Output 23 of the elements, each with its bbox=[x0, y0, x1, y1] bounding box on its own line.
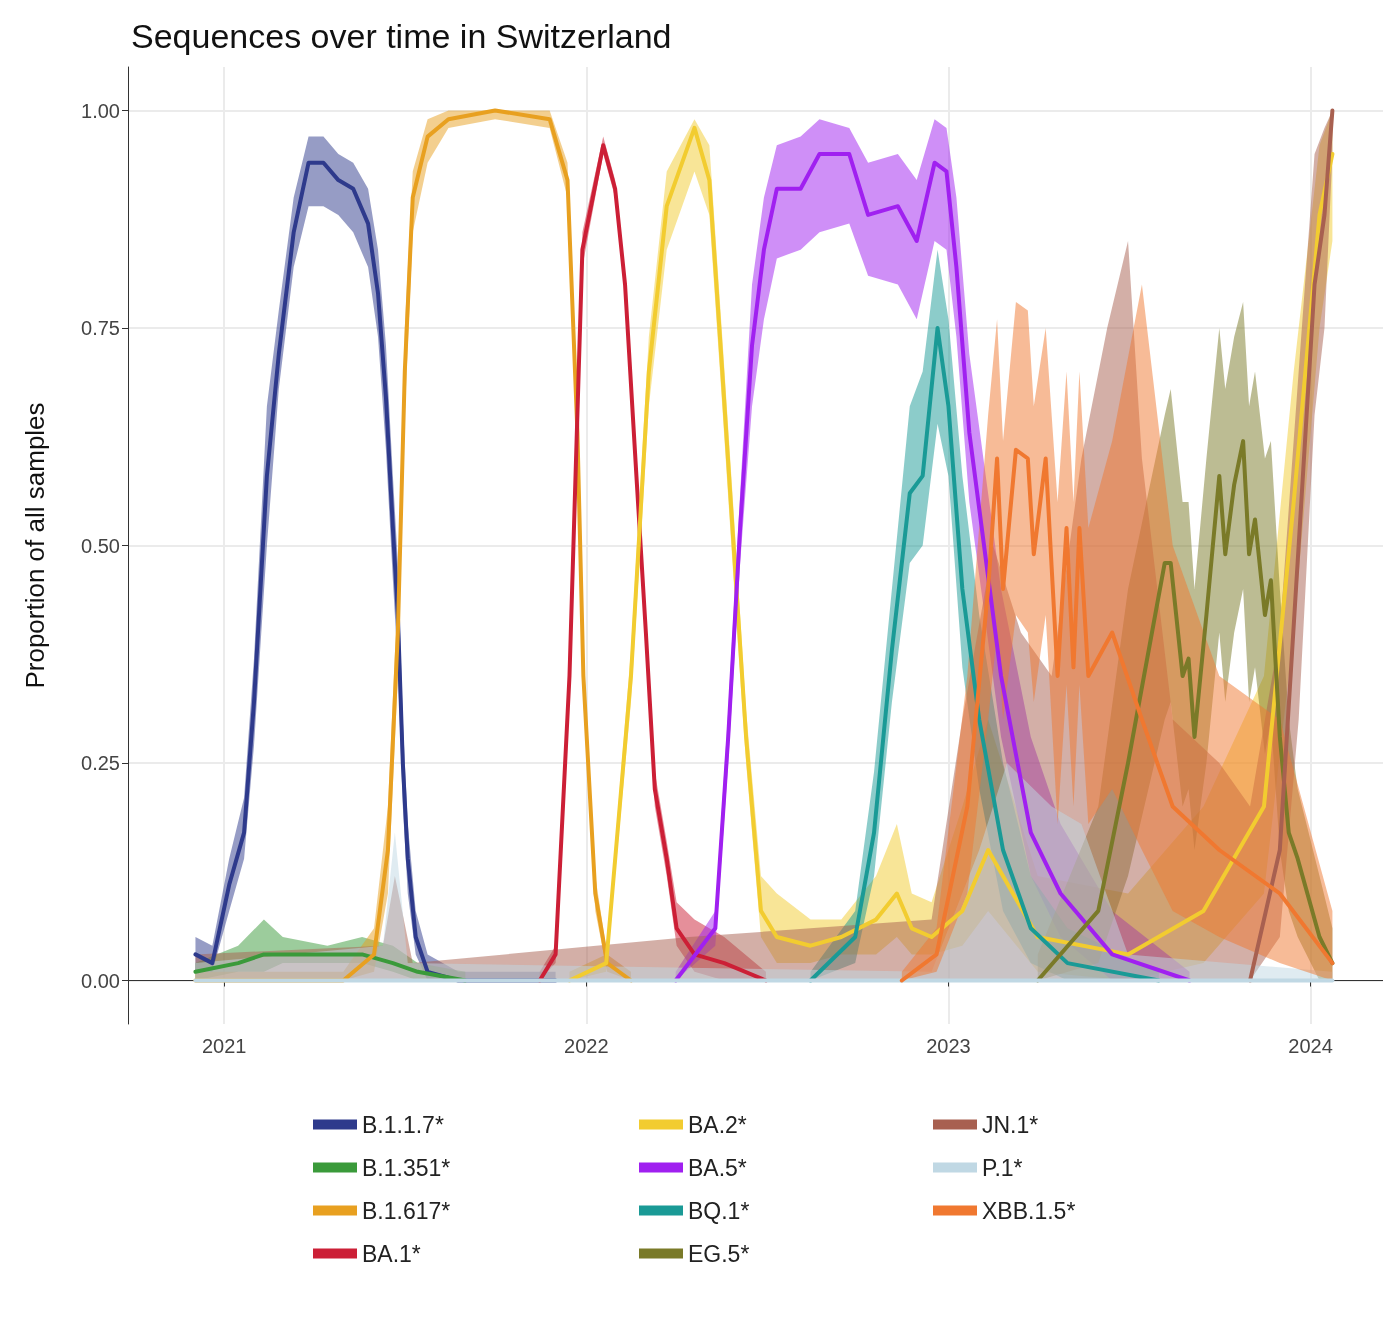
y-tick-label: 1.00 bbox=[81, 99, 120, 122]
line-series bbox=[899, 447, 1335, 983]
x-tick-label: 2024 bbox=[1288, 1035, 1333, 1057]
legend-label: BA.1* bbox=[362, 1240, 421, 1267]
legend-label: P.1* bbox=[982, 1154, 1023, 1181]
x-tick-label: 2023 bbox=[926, 1035, 971, 1057]
y-axis-title: Proportion of all samples bbox=[20, 402, 50, 689]
legend-label: B.1.617* bbox=[362, 1197, 451, 1224]
legend-label: EG.5* bbox=[688, 1240, 750, 1267]
legend-label: BA.5* bbox=[688, 1154, 747, 1181]
legend-label: BQ.1* bbox=[688, 1197, 750, 1224]
legend-label: B.1.351* bbox=[362, 1154, 451, 1181]
x-tick-label: 2022 bbox=[564, 1035, 609, 1057]
chart-title: Sequences over time in Switzerland bbox=[131, 17, 672, 55]
legend-label: B.1.1.7* bbox=[362, 1111, 444, 1138]
legend-label: BA.2* bbox=[688, 1111, 747, 1138]
legend-label: JN.1* bbox=[982, 1111, 1039, 1138]
y-tick-label: 0.00 bbox=[81, 969, 120, 992]
y-tick-label: 0.25 bbox=[81, 752, 120, 774]
x-tick-label: 2021 bbox=[201, 1035, 247, 1057]
y-tick-label: 0.75 bbox=[81, 317, 120, 339]
legend-label: XBB.1.5* bbox=[982, 1197, 1076, 1224]
y-tick-label: 0.50 bbox=[81, 534, 120, 557]
